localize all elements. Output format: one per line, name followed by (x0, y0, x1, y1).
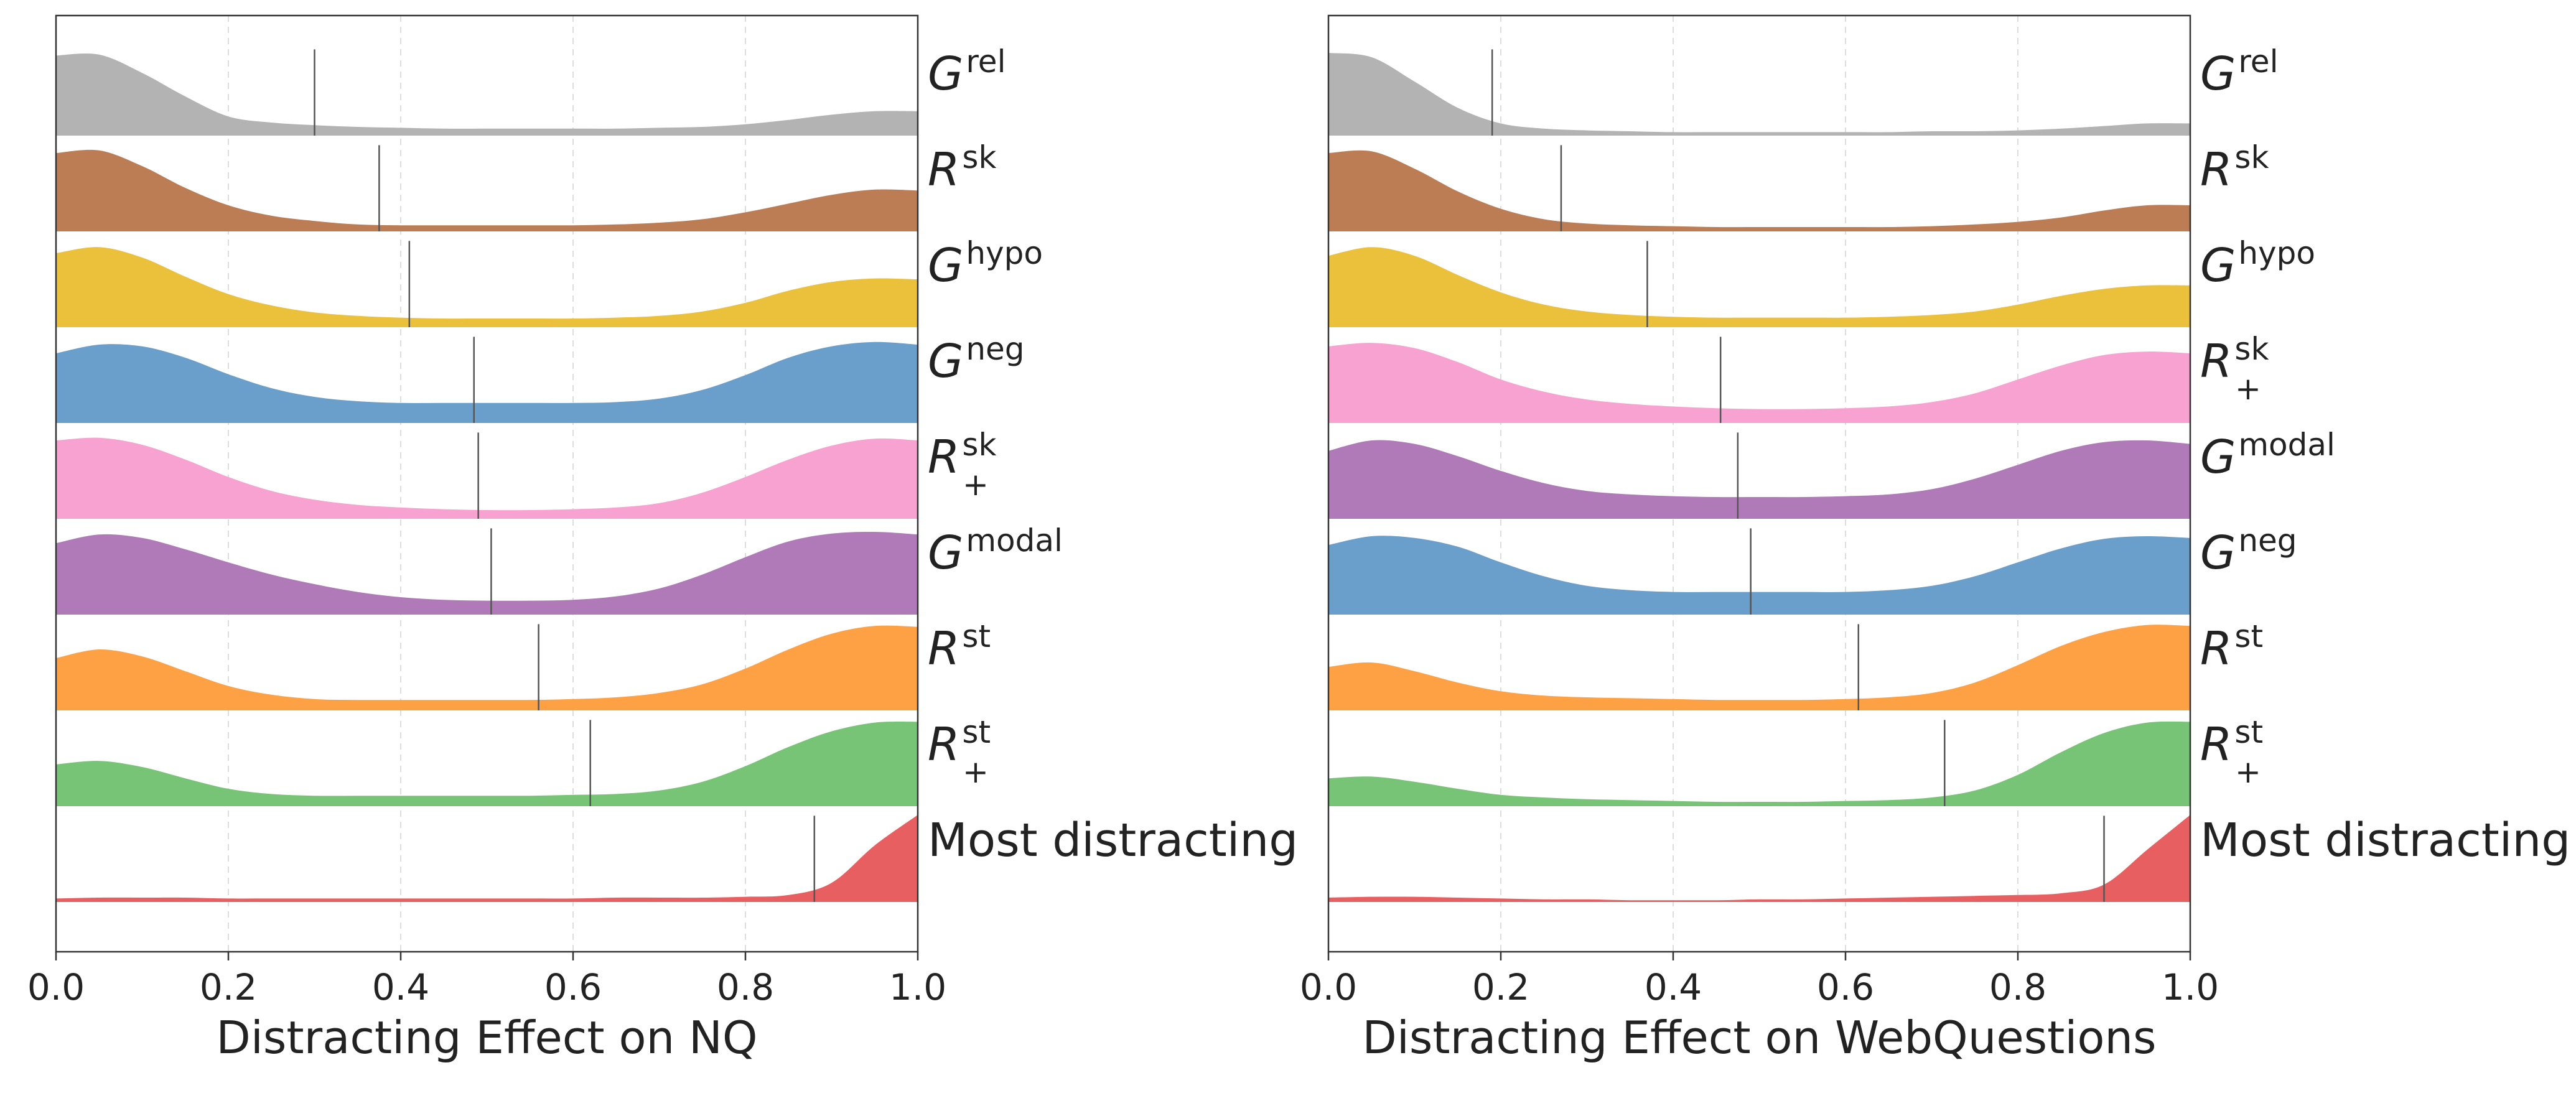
wq-tick-label: 0.6 (1817, 966, 1874, 1008)
wq-ridge-g-rel-label-base: G (2200, 47, 2236, 101)
nq-ridge-r-sk-label: Rsk (928, 139, 996, 197)
nq-ridge-g-modal-label: Gmodal (928, 523, 1063, 580)
wq-ridge-g-modal-label-base: G (2200, 430, 2236, 484)
wq-ridge-g-modal-label-sup: modal (2238, 427, 2335, 463)
nq-tick-label: 0.6 (544, 966, 602, 1008)
nq-ridge-r-sk-label-base: R (928, 143, 959, 197)
wq-ridge-r-sk-plus-label-base: R (2200, 335, 2232, 388)
nq-ridge-most-distracting (56, 815, 918, 902)
nq-ridge-g-neg-label-sup: neg (966, 331, 1024, 367)
nq-ridge-r-st-plus-label-sup: st (962, 714, 991, 750)
wq-tick-label: 0.4 (1645, 966, 1702, 1008)
wq-ridge-r-st-label-sup: st (2234, 618, 2263, 654)
nq-ridge-g-hypo-label-sup: hypo (966, 235, 1043, 271)
wq-ridge-g-hypo-label-base: G (2200, 239, 2236, 292)
nq-ridge-r-sk (56, 149, 918, 231)
wq-axes-frame (1327, 14, 2191, 953)
nq-ridge-g-hypo-label-base: G (928, 239, 963, 292)
nq-ridge-r-st-plus-label-sub: + (963, 754, 989, 790)
wq-ridge-g-rel-label-sup: rel (2238, 44, 2278, 80)
wq-ridge-r-sk-plus-label-sub: + (2235, 371, 2261, 407)
wq-ridge-r-st-label-base: R (2200, 622, 2232, 676)
wq-ridge-r-sk-plus (1328, 343, 2190, 423)
nq-ridge-g-modal-label-base: G (928, 526, 963, 580)
wq-ridge-r-st-plus-label-sub: + (2235, 754, 2261, 790)
wq-ridge-g-neg (1328, 536, 2190, 615)
nq-ridge-g-neg-label: Gneg (928, 331, 1025, 388)
wq-ridge-g-neg-label-sup: neg (2238, 523, 2297, 559)
wq-ridge-most-distracting-label-base: Most distracting (2200, 814, 2570, 867)
wq-ridge-r-sk-plus-label-sup: sk (2234, 331, 2269, 367)
nq-ridge-r-sk-label-sup: sk (962, 139, 996, 175)
nq-ridge-r-st-plus-label: Rst (928, 714, 991, 771)
nq-ridge-g-modal (56, 531, 918, 615)
wq-tick-label: 0.0 (1300, 966, 1357, 1008)
wq-ridge-r-sk-label: Rsk (2200, 139, 2269, 197)
nq-ridge-g-rel-label-sup: rel (966, 44, 1006, 80)
nq-ridge-g-rel (56, 53, 918, 136)
wq-tick-label: 0.8 (1989, 966, 2046, 1008)
nq-ridge-g-neg (56, 342, 918, 423)
nq-tick-label: 1.0 (889, 966, 946, 1008)
wq-ridge-r-st-plus-label-base: R (2200, 718, 2232, 771)
nq-ridge-r-sk-plus-label-sub: + (963, 467, 989, 503)
wq-ridge-g-hypo-label: Ghypo (2200, 235, 2315, 292)
nq-ridge-r-sk-plus-label-base: R (928, 430, 959, 484)
nq-ridge-g-modal-label-sup: modal (966, 523, 1063, 559)
wq-tick-label: 1.0 (2162, 966, 2219, 1008)
nq-ridge-g-neg-label-base: G (928, 335, 963, 388)
nq-tick-label: 0.2 (200, 966, 257, 1008)
nq-ridge-r-sk-plus-label-sup: sk (962, 427, 996, 463)
nq-ridge-r-sk-plus (56, 437, 918, 519)
nq-ridge-r-st-label: Rst (928, 618, 991, 676)
wq-ridge-r-st-plus-label: Rst (2200, 714, 2263, 771)
wq-ridge-g-neg-label: Gneg (2200, 523, 2297, 580)
nq-ridge-most-distracting-label: Most distracting (928, 814, 1298, 867)
wq-tick-label: 0.2 (1472, 966, 1529, 1008)
wq-ridge-g-neg-label-base: G (2200, 526, 2236, 580)
nq-ridge-r-st-plus (56, 722, 918, 806)
wq-ridge-r-sk-plus-label: Rsk (2200, 331, 2269, 388)
wq-ridge-g-modal (1328, 440, 2190, 519)
wq-ridge-r-sk-label-base: R (2200, 143, 2232, 197)
nq-tick-label: 0.4 (372, 966, 429, 1008)
wq-ridge-most-distracting (1328, 815, 2190, 902)
wq-ridge-g-hypo (1328, 247, 2190, 327)
wq-ridge-g-hypo-label-sup: hypo (2238, 235, 2315, 271)
nq-ridge-r-sk-plus-label: Rsk (928, 427, 996, 484)
nq-x-axis-label: Distracting Effect on NQ (216, 1011, 757, 1064)
wq-ridge-r-sk-label-sup: sk (2234, 139, 2269, 175)
nq-ridge-g-hypo (56, 247, 918, 327)
nq-ridge-r-st (56, 625, 918, 710)
nq-tick-label: 0.8 (717, 966, 774, 1008)
wq-ridge-r-sk (1328, 150, 2190, 231)
wq-ridge-most-distracting-label: Most distracting (2200, 814, 2570, 867)
nq-ridge-r-st-label-base: R (928, 622, 959, 676)
nq-ridge-g-rel-label-base: G (928, 47, 963, 101)
wq-ridge-r-st-label: Rst (2200, 618, 2263, 676)
nq-ridge-most-distracting-label-base: Most distracting (928, 814, 1298, 867)
wq-ridge-r-st-plus-label-sup: st (2234, 714, 2263, 750)
nq-axes-frame (55, 14, 919, 953)
wq-ridge-g-modal-label: Gmodal (2200, 427, 2335, 484)
nq-ridge-r-st-plus-label-base: R (928, 718, 959, 771)
nq-ridge-g-hypo-label: Ghypo (928, 235, 1043, 292)
wq-ridge-r-st-plus (1328, 721, 2190, 806)
wq-ridge-g-rel-label: Grel (2200, 44, 2278, 101)
wq-ridge-r-st (1328, 625, 2190, 710)
nq-ridge-r-st-label-sup: st (962, 618, 991, 654)
wq-ridge-g-rel (1328, 53, 2190, 136)
nq-ridge-g-rel-label: Grel (928, 44, 1006, 101)
nq-tick-label: 0.0 (27, 966, 85, 1008)
wq-x-axis-label: Distracting Effect on WebQuestions (1362, 1011, 2156, 1064)
